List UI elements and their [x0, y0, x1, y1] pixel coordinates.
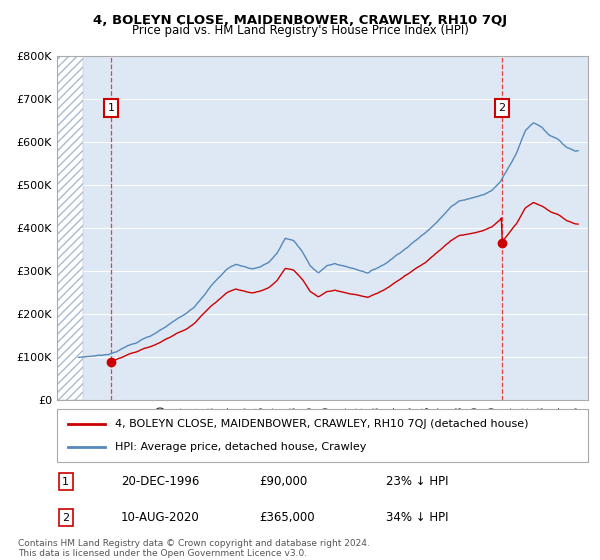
Text: 20-DEC-1996: 20-DEC-1996 [121, 475, 199, 488]
Text: HPI: Average price, detached house, Crawley: HPI: Average price, detached house, Craw… [115, 442, 367, 452]
Text: Price paid vs. HM Land Registry's House Price Index (HPI): Price paid vs. HM Land Registry's House … [131, 24, 469, 36]
Text: 4, BOLEYN CLOSE, MAIDENBOWER, CRAWLEY, RH10 7QJ: 4, BOLEYN CLOSE, MAIDENBOWER, CRAWLEY, R… [93, 14, 507, 27]
Text: 2: 2 [62, 513, 70, 523]
Text: 1: 1 [62, 477, 70, 487]
Text: 1: 1 [107, 102, 115, 113]
Text: 2: 2 [499, 102, 506, 113]
FancyBboxPatch shape [57, 409, 588, 462]
Text: 10-AUG-2020: 10-AUG-2020 [121, 511, 199, 524]
Text: 23% ↓ HPI: 23% ↓ HPI [386, 475, 449, 488]
Text: £365,000: £365,000 [259, 511, 314, 524]
Text: Contains HM Land Registry data © Crown copyright and database right 2024.
This d: Contains HM Land Registry data © Crown c… [18, 539, 370, 558]
Bar [57, 56, 83, 400]
Text: 4, BOLEYN CLOSE, MAIDENBOWER, CRAWLEY, RH10 7QJ (detached house): 4, BOLEYN CLOSE, MAIDENBOWER, CRAWLEY, R… [115, 419, 529, 429]
Text: £90,000: £90,000 [259, 475, 307, 488]
Text: 34% ↓ HPI: 34% ↓ HPI [386, 511, 449, 524]
